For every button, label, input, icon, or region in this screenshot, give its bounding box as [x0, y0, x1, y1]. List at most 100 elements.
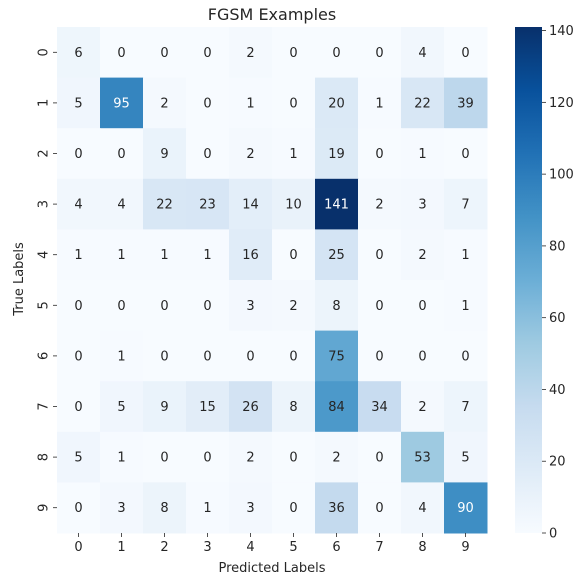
heatmap-cell-7-5: [272, 381, 316, 433]
heatmap-cell-8-7: [358, 431, 402, 483]
heatmap-cell-0-8: [401, 27, 445, 79]
cell-value-label: 0: [74, 147, 82, 162]
heatmap-cell-9-7: [358, 482, 402, 534]
heatmap-cell-4-6: [315, 229, 359, 281]
cell-value-label: 90: [457, 501, 474, 516]
cell-value-label: 0: [289, 96, 297, 111]
cell-value-label: 2: [418, 248, 426, 263]
cell-value-label: 23: [199, 198, 216, 213]
cell-value-label: 7: [461, 198, 469, 213]
cell-value-label: 19: [328, 147, 345, 162]
heatmap-cell-6-5: [272, 330, 316, 382]
cell-value-label: 8: [332, 299, 340, 314]
cell-value-label: 1: [461, 248, 469, 263]
heatmap-cell-8-1: [100, 431, 144, 483]
x-tick-label: 6: [332, 540, 340, 555]
y-axis-ticks: 0 1 2 3 4 5 6 7 8 9: [37, 48, 57, 512]
cell-value-label: 5: [74, 451, 82, 466]
heatmap-cell-5-2: [143, 280, 187, 332]
heatmap-cell-9-8: [401, 482, 445, 534]
y-tick-label: 2: [37, 149, 52, 157]
cell-value-label: 2: [246, 46, 254, 61]
y-tick-label: 9: [37, 504, 52, 512]
cell-value-label: 1: [418, 147, 426, 162]
heatmap-cell-4-1: [100, 229, 144, 281]
heatmap-cell-9-0: [57, 482, 101, 534]
cell-value-label: 4: [418, 501, 426, 516]
cell-value-label: 6: [74, 46, 82, 61]
heatmap-cell-7-6: [315, 381, 359, 433]
heatmap-cell-8-4: [229, 431, 273, 483]
heatmap-cell-5-8: [401, 280, 445, 332]
heatmap-cell-8-0: [57, 431, 101, 483]
cell-value-label: 0: [74, 501, 82, 516]
heatmap-cell-8-8: [401, 431, 445, 483]
cell-value-label: 1: [117, 349, 125, 364]
heatmap-cell-4-3: [186, 229, 230, 281]
heatmap-cell-1-0: [57, 77, 101, 129]
x-axis-label: Predicted Labels: [218, 561, 325, 576]
cell-value-label: 1: [289, 147, 297, 162]
heatmap-cell-8-5: [272, 431, 316, 483]
heatmap-cell-0-3: [186, 27, 230, 79]
cell-value-label: 0: [160, 299, 168, 314]
cell-value-label: 1: [117, 451, 125, 466]
cell-value-label: 3: [418, 198, 426, 213]
cell-value-label: 15: [199, 400, 216, 415]
x-tick-label: 5: [289, 540, 297, 555]
heatmap-cell-6-4: [229, 330, 273, 382]
cell-value-label: 0: [117, 299, 125, 314]
cell-value-label: 0: [375, 501, 383, 516]
colorbar-tick-label: 40: [549, 383, 566, 398]
heatmap-cell-3-7: [358, 178, 402, 230]
cell-value-label: 26: [242, 400, 259, 415]
heatmap-cell-6-3: [186, 330, 230, 382]
heatmap-cell-3-0: [57, 178, 101, 230]
cell-value-label: 25: [328, 248, 345, 263]
cell-value-label: 0: [418, 299, 426, 314]
cell-value-label: 0: [203, 349, 211, 364]
heatmap-cell-4-2: [143, 229, 187, 281]
heatmap-cell-6-6: [315, 330, 359, 382]
heatmap-cell-2-2: [143, 128, 187, 180]
cell-value-label: 0: [74, 299, 82, 314]
heatmap-cell-3-4: [229, 178, 273, 230]
cell-value-label: 7: [461, 400, 469, 415]
cell-value-label: 0: [289, 451, 297, 466]
y-axis-label: True Labels: [12, 242, 27, 317]
heatmap-cell-6-0: [57, 330, 101, 382]
colorbar: [515, 27, 542, 533]
heatmap-cell-2-1: [100, 128, 144, 180]
cell-value-label: 5: [74, 96, 82, 111]
cell-value-label: 0: [289, 349, 297, 364]
heatmap-cell-3-5: [272, 178, 316, 230]
cell-value-label: 8: [160, 501, 168, 516]
x-tick-label: 4: [246, 540, 254, 555]
heatmap-cell-1-8: [401, 77, 445, 129]
heatmap-cell-5-6: [315, 280, 359, 332]
cell-value-label: 4: [117, 198, 125, 213]
y-tick-label: 6: [37, 352, 52, 360]
cell-value-label: 0: [289, 46, 297, 61]
cell-value-label: 22: [156, 198, 173, 213]
cell-value-label: 75: [328, 349, 345, 364]
heatmap-cell-9-9: [444, 482, 488, 534]
heatmap-cell-7-0: [57, 381, 101, 433]
cell-value-label: 20: [328, 96, 345, 111]
heatmap-cell-8-3: [186, 431, 230, 483]
cell-value-label: 0: [461, 349, 469, 364]
cell-value-label: 22: [414, 96, 431, 111]
heatmap-cell-1-6: [315, 77, 359, 129]
cell-value-label: 0: [375, 248, 383, 263]
heatmap-cells: 6 0 0 0 2 0 0 0 4 05 95 2 0 1 0 20 1 22 390 0 9 0 2 1 19 0 1 04 4 22 2…: [57, 27, 488, 534]
cell-value-label: 0: [203, 299, 211, 314]
x-tick-label: 2: [160, 540, 168, 555]
heatmap-cell-1-1: [100, 77, 144, 129]
heatmap-cell-3-3: [186, 178, 230, 230]
heatmap-cell-7-1: [100, 381, 144, 433]
cell-value-label: 1: [74, 248, 82, 263]
cell-value-label: 53: [414, 451, 431, 466]
cell-value-label: 0: [375, 451, 383, 466]
cell-value-label: 2: [418, 400, 426, 415]
heatmap-cell-5-4: [229, 280, 273, 332]
